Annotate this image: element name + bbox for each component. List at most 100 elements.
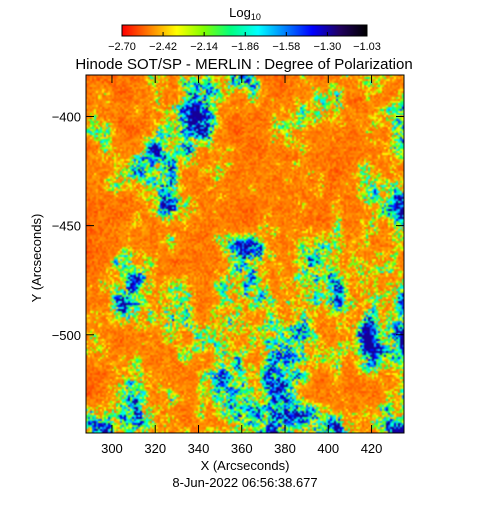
colorbar-strip [249,25,251,36]
colorbar-strip [327,25,329,36]
colorbar-strip [340,25,342,36]
colorbar-strip [180,25,182,36]
colorbar-strip [339,25,341,36]
colorbar-strip [283,25,285,36]
colorbar-strip [255,25,257,36]
colorbar-strip [209,25,211,36]
colorbar-strip [300,25,302,36]
colorbar-strip [233,25,235,36]
colorbar-strip [306,25,308,36]
x-axis: 300 320 340 360 380 400 420 [101,75,382,456]
colorbar-strip [326,25,328,36]
colorbar-strip [301,25,303,36]
colorbar-strip [212,25,214,36]
colorbar-strip [292,25,294,36]
colorbar-strip [352,25,354,36]
colorbar-strip [365,25,367,36]
colorbar-strip [361,25,363,36]
colorbar-strip [256,25,258,36]
colorbar-strip [131,25,133,36]
colorbar-strip [156,25,158,36]
colorbar-strip [357,25,359,36]
colorbar-strip [139,25,141,36]
colorbar-strip [185,25,187,36]
colorbar-strip [334,25,336,36]
colorbar-strip [207,25,209,36]
colorbar-strip [215,25,217,36]
colorbar-strip [157,25,159,36]
colorbar-strip [349,25,351,36]
colorbar-strip [332,25,334,36]
colorbar-strip [165,25,167,36]
colorbar-strip [148,25,150,36]
y-axis: −400 −450 −500 [52,109,404,343]
colorbar-tick-label: −2.42 [149,41,177,53]
colorbar-strip [204,25,206,36]
colorbar-strip [126,25,128,36]
colorbar-strip [210,25,212,36]
x-tick-label: 400 [317,441,339,456]
colorbar-strip [211,25,213,36]
colorbar-strip [322,25,324,36]
colorbar-strip [135,25,137,36]
colorbar-label: Log10 [229,5,261,22]
colorbar-strip [294,25,296,36]
colorbar-strip [267,25,269,36]
x-tick-label: 420 [361,441,383,456]
colorbar-strip [137,25,139,36]
colorbar-strip [224,25,226,36]
colorbar-strip [276,25,278,36]
colorbar-strip [164,25,166,36]
colorbar-strip [353,25,355,36]
colorbar-strip [232,25,234,36]
colorbar-strip [214,25,216,36]
colorbar-strip [307,25,309,36]
colorbar-strip [321,25,323,36]
colorbar-strip [162,25,164,36]
colorbar-strip [304,25,306,36]
colorbar-strip [158,25,160,36]
colorbar-strip [271,25,273,36]
colorbar-strip [341,25,343,36]
colorbar-strip [161,25,163,36]
colorbar-strip [364,25,366,36]
colorbar-strip [329,25,331,36]
colorbar-strip [268,25,270,36]
colorbar-strip [312,25,314,36]
colorbar-strip [129,25,131,36]
colorbar-strip [314,25,316,36]
colorbar-strip [171,25,173,36]
colorbar-strip [245,25,247,36]
colorbar-strip [130,25,132,36]
colorbar-strip [284,25,286,36]
colorbar-strip [230,25,232,36]
colorbar-strip [151,25,153,36]
colorbar-strip [247,25,249,36]
colorbar-strip [265,25,267,36]
x-tick-label: 320 [144,441,166,456]
plot-area: 300 320 340 360 380 400 420 −400 −450 −500 [52,74,405,456]
colorbar-strip [303,25,305,36]
colorbar-strip [176,25,178,36]
colorbar-strip [127,25,129,36]
colorbar-strip [219,25,221,36]
colorbar-strip [200,25,202,36]
colorbar-tick-label: −1.30 [313,41,341,53]
colorbar-strip [173,25,175,36]
colorbar-strip [342,25,344,36]
colorbar-strip [355,25,357,36]
colorbar-strip [128,25,130,36]
colorbar-strip [299,25,301,36]
colorbar-strip [246,25,248,36]
colorbar-strip [313,25,315,36]
colorbar-strip [199,25,201,36]
colorbar-strip [290,25,292,36]
colorbar-strip [122,25,124,36]
colorbar-strip [272,25,274,36]
colorbar-strip [345,25,347,36]
colorbar-strip [337,25,339,36]
colorbar-strip [362,25,364,36]
colorbar-strip [288,25,290,36]
colorbar-strip [293,25,295,36]
colorbar-strip [223,25,225,36]
